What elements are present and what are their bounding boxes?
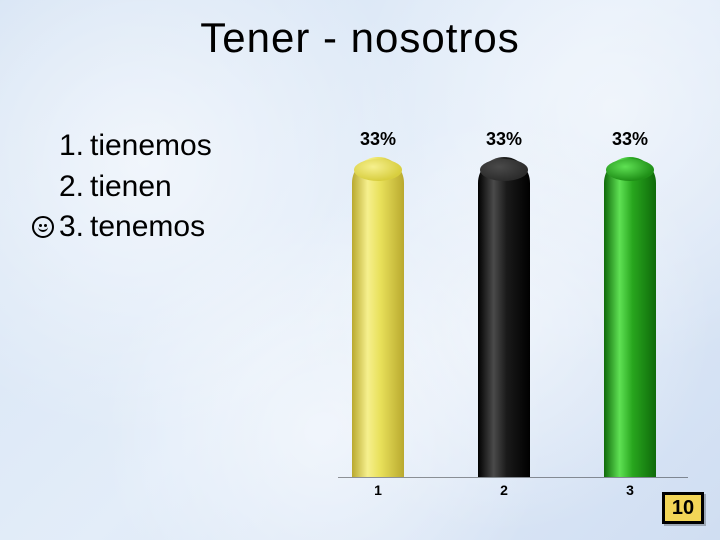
answer-number: 3.	[56, 207, 90, 248]
answer-text: tenemos	[90, 207, 205, 248]
bar-percent-label: 33%	[604, 129, 656, 150]
bar-x-label: 3	[604, 482, 656, 498]
bar-group: 33%	[352, 157, 404, 477]
bar	[604, 157, 656, 477]
bar-cap	[606, 159, 654, 181]
answer-number: 2.	[56, 167, 90, 208]
bar-cap	[480, 159, 528, 181]
bar-group: 33%	[604, 157, 656, 477]
smiley-icon	[32, 216, 54, 238]
countdown-box: 10	[662, 492, 704, 524]
slide-title: Tener - nosotros	[0, 14, 720, 62]
answer-list: 1. tienemos 2. tienen 3. tenemos	[30, 126, 212, 248]
bar-x-label: 1	[352, 482, 404, 498]
bar	[478, 157, 530, 477]
countdown-value: 10	[672, 497, 694, 520]
answer-row: 1. tienemos	[30, 126, 212, 167]
answer-text: tienen	[90, 167, 172, 208]
bar-percent-label: 33%	[352, 129, 404, 150]
answer-row: 3. tenemos	[30, 207, 212, 248]
bar-group: 33%	[478, 157, 530, 477]
correct-marker	[30, 216, 56, 238]
answer-text: tienemos	[90, 126, 212, 167]
bar-percent-label: 33%	[478, 129, 530, 150]
bar-x-label: 2	[478, 482, 530, 498]
bar	[352, 157, 404, 477]
answer-row: 2. tienen	[30, 167, 212, 208]
chart-plot-area: 33% 33% 33%	[338, 158, 688, 478]
bar-cap	[354, 159, 402, 181]
response-chart: 33% 33% 33% 1 2 3	[338, 130, 688, 510]
answer-number: 1.	[56, 126, 90, 167]
